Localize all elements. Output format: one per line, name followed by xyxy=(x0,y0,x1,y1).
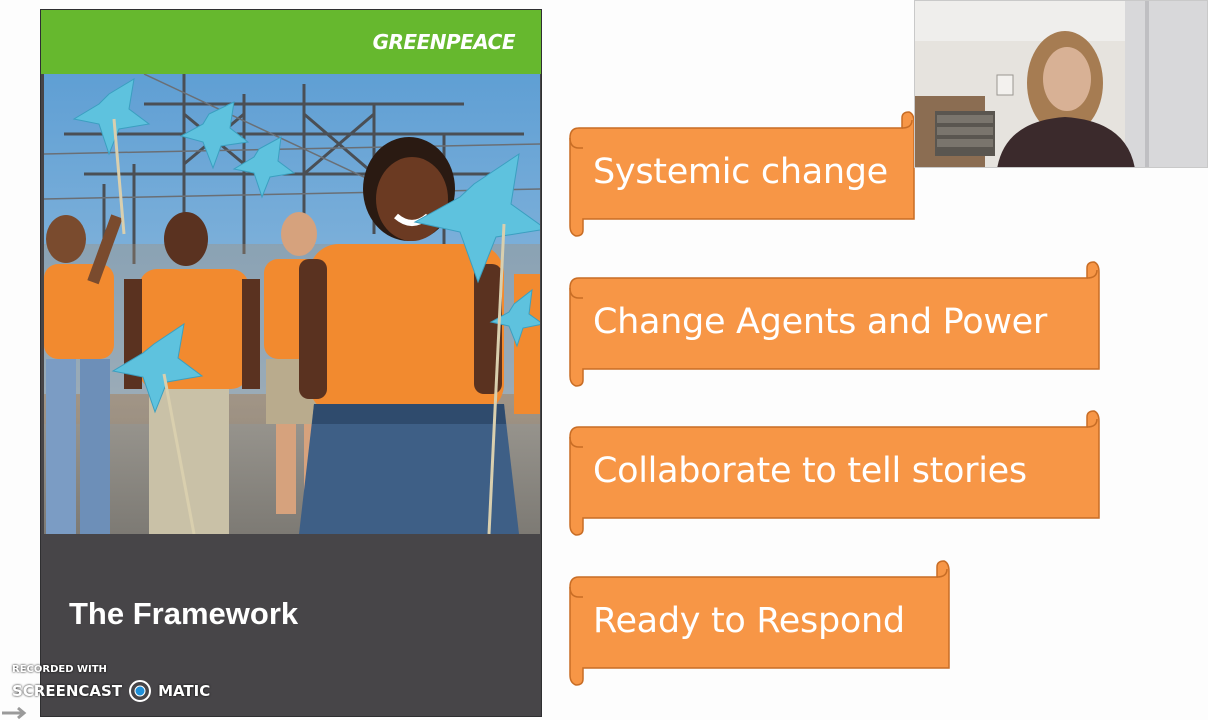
cover-photo xyxy=(44,74,540,534)
webcam-overlay[interactable] xyxy=(914,0,1208,168)
arrow-icon xyxy=(2,706,27,720)
screencast-watermark: RECORDED WITH SCREENCAST MATIC xyxy=(12,664,210,703)
watermark-brand-left: SCREENCAST xyxy=(12,682,123,700)
watermark-recorded-with: RECORDED WITH xyxy=(12,664,107,675)
banner-systemic-change: Systemic change xyxy=(567,111,917,237)
banner-label: Collaborate to tell stories xyxy=(593,451,1027,491)
scroll-banner-shape xyxy=(569,261,1100,387)
banner-change-agents: Change Agents and Power xyxy=(567,261,1103,387)
banner-label: Systemic change xyxy=(593,152,888,192)
scroll-banner-shape xyxy=(569,410,1100,536)
screencast-logo-icon xyxy=(129,680,152,702)
greenpeace-logo: GREENPEACE xyxy=(372,30,516,54)
activists-photo-illustration xyxy=(44,74,540,534)
presenter-video xyxy=(915,1,1207,167)
cover-title: The Framework xyxy=(69,596,299,631)
banner-collaborate: Collaborate to tell stories xyxy=(567,410,1103,536)
banner-label: Change Agents and Power xyxy=(593,302,1047,342)
scroll-banner-shape xyxy=(569,560,950,686)
scroll-banner-shape xyxy=(569,111,915,237)
framework-cover: GREENPEACE xyxy=(40,9,542,717)
cover-topbar: GREENPEACE xyxy=(41,10,541,74)
banner-label: Ready to Respond xyxy=(593,601,905,641)
banner-ready-to-respond: Ready to Respond xyxy=(567,560,953,686)
watermark-brand-right: MATIC xyxy=(158,682,211,700)
